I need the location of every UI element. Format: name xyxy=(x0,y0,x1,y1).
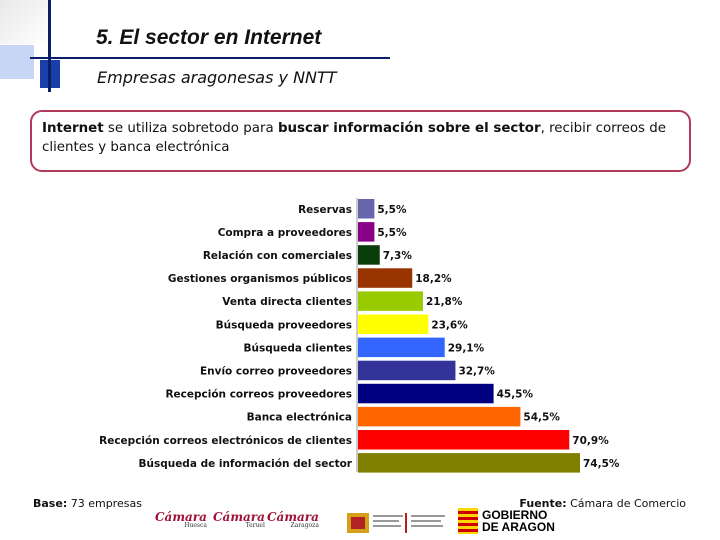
logos-strip: Cámara Huesca Cámara Teruel Cámara Zarag… xyxy=(155,508,555,540)
category-label-7: Búsqueda clientes xyxy=(243,342,352,354)
camara-zaragoza-logo: Cámara Zaragoza xyxy=(267,510,319,529)
source-value: Cámara de Comercio xyxy=(566,497,686,510)
bar-11 xyxy=(358,430,570,450)
bar-10 xyxy=(358,406,521,427)
page-subtitle: Empresas aragonesas y NNTT xyxy=(97,68,337,87)
camara-teruel-logo: Cámara Teruel xyxy=(213,510,265,529)
ministerio-logo xyxy=(347,513,445,533)
value-label-3: 7,3% xyxy=(383,250,413,262)
value-label-2: 5,5% xyxy=(377,227,407,239)
summary-bold-search: buscar información sobre el sector xyxy=(277,121,541,136)
value-label-8: 32,7% xyxy=(458,365,495,377)
category-label-3: Relación con comerciales xyxy=(203,250,352,262)
bar-12 xyxy=(358,453,581,473)
bars-group: Reservas 5,5% Compra a proveedores 5,5% Rela… xyxy=(99,199,620,473)
camara-zaragoza-name: Cámara xyxy=(267,510,319,524)
value-label-6: 23,6% xyxy=(431,319,468,331)
category-label-1: Reservas xyxy=(298,204,352,216)
gobierno-line1: GOBIERNO xyxy=(482,508,548,522)
corner-square-light xyxy=(0,45,34,79)
category-label-8: Envío correo proveedores xyxy=(200,365,352,377)
base-label: Base: xyxy=(33,497,68,510)
category-label-2: Compra a proveedores xyxy=(218,227,352,239)
camara-zaragoza-city: Zaragoza xyxy=(290,522,319,529)
bar-5 xyxy=(358,291,423,311)
bar-1 xyxy=(358,199,375,219)
bar-8 xyxy=(358,360,456,381)
corner-horizontal-line xyxy=(30,57,390,59)
category-label-4: Gestiones organismos públicos xyxy=(168,273,352,285)
summary-text-1: se utiliza sobretodo para xyxy=(103,121,278,136)
footer-base: Base: 73 empresas xyxy=(33,497,142,510)
corner-gradient xyxy=(0,0,48,44)
bar-7 xyxy=(358,337,445,358)
value-label-11: 70,9% xyxy=(572,435,609,447)
camara-huesca-logo: Cámara Huesca xyxy=(155,510,207,529)
category-label-5: Venta directa clientes xyxy=(222,296,352,308)
bar-9 xyxy=(358,383,494,404)
value-label-7: 29,1% xyxy=(448,342,485,354)
base-value: 73 empresas xyxy=(67,497,142,510)
camara-huesca-name: Cámara xyxy=(155,510,207,524)
category-label-6: Búsqueda proveedores xyxy=(216,319,352,331)
bar-3 xyxy=(358,245,380,265)
corner-vertical-line xyxy=(48,0,51,92)
category-label-9: Recepción correos proveedores xyxy=(165,389,352,401)
camara-huesca-city: Huesca xyxy=(184,522,207,529)
category-label-12: Búsqueda de información del sector xyxy=(138,458,352,470)
bar-6 xyxy=(358,314,429,334)
gobierno-aragon-logo: GOBIERNO DE ARAGON xyxy=(458,506,558,538)
bar-4 xyxy=(358,268,413,288)
bar-2 xyxy=(358,222,375,242)
category-label-10: Banca electrónica xyxy=(247,412,352,424)
aragon-flag-icon xyxy=(458,508,478,534)
value-label-10: 54,5% xyxy=(523,412,560,424)
gobierno-line2: DE ARAGON xyxy=(482,520,555,534)
footer-source: Fuente: Cámara de Comercio xyxy=(519,497,686,510)
value-label-4: 18,2% xyxy=(415,273,452,285)
summary-text-2: , recibir correos de clientes y banca el… xyxy=(42,121,667,155)
camara-teruel-name: Cámara xyxy=(213,510,265,524)
summary-box: Internet se utiliza sobretodo para busca… xyxy=(30,110,691,172)
source-label: Fuente: xyxy=(519,497,567,510)
camara-teruel-city: Teruel xyxy=(245,522,265,529)
value-label-5: 21,8% xyxy=(426,296,463,308)
summary-bold-internet: Internet xyxy=(42,121,104,136)
value-label-12: 74,5% xyxy=(583,458,620,470)
value-label-9: 45,5% xyxy=(497,389,534,401)
value-label-1: 5,5% xyxy=(377,204,407,216)
page-title: 5. El sector en Internet xyxy=(96,26,322,49)
bar-chart: Reservas 5,5% Compra a proveedores 5,5% Rela… xyxy=(99,198,620,473)
category-label-11: Recepción correos electrónicos de client… xyxy=(99,435,352,447)
